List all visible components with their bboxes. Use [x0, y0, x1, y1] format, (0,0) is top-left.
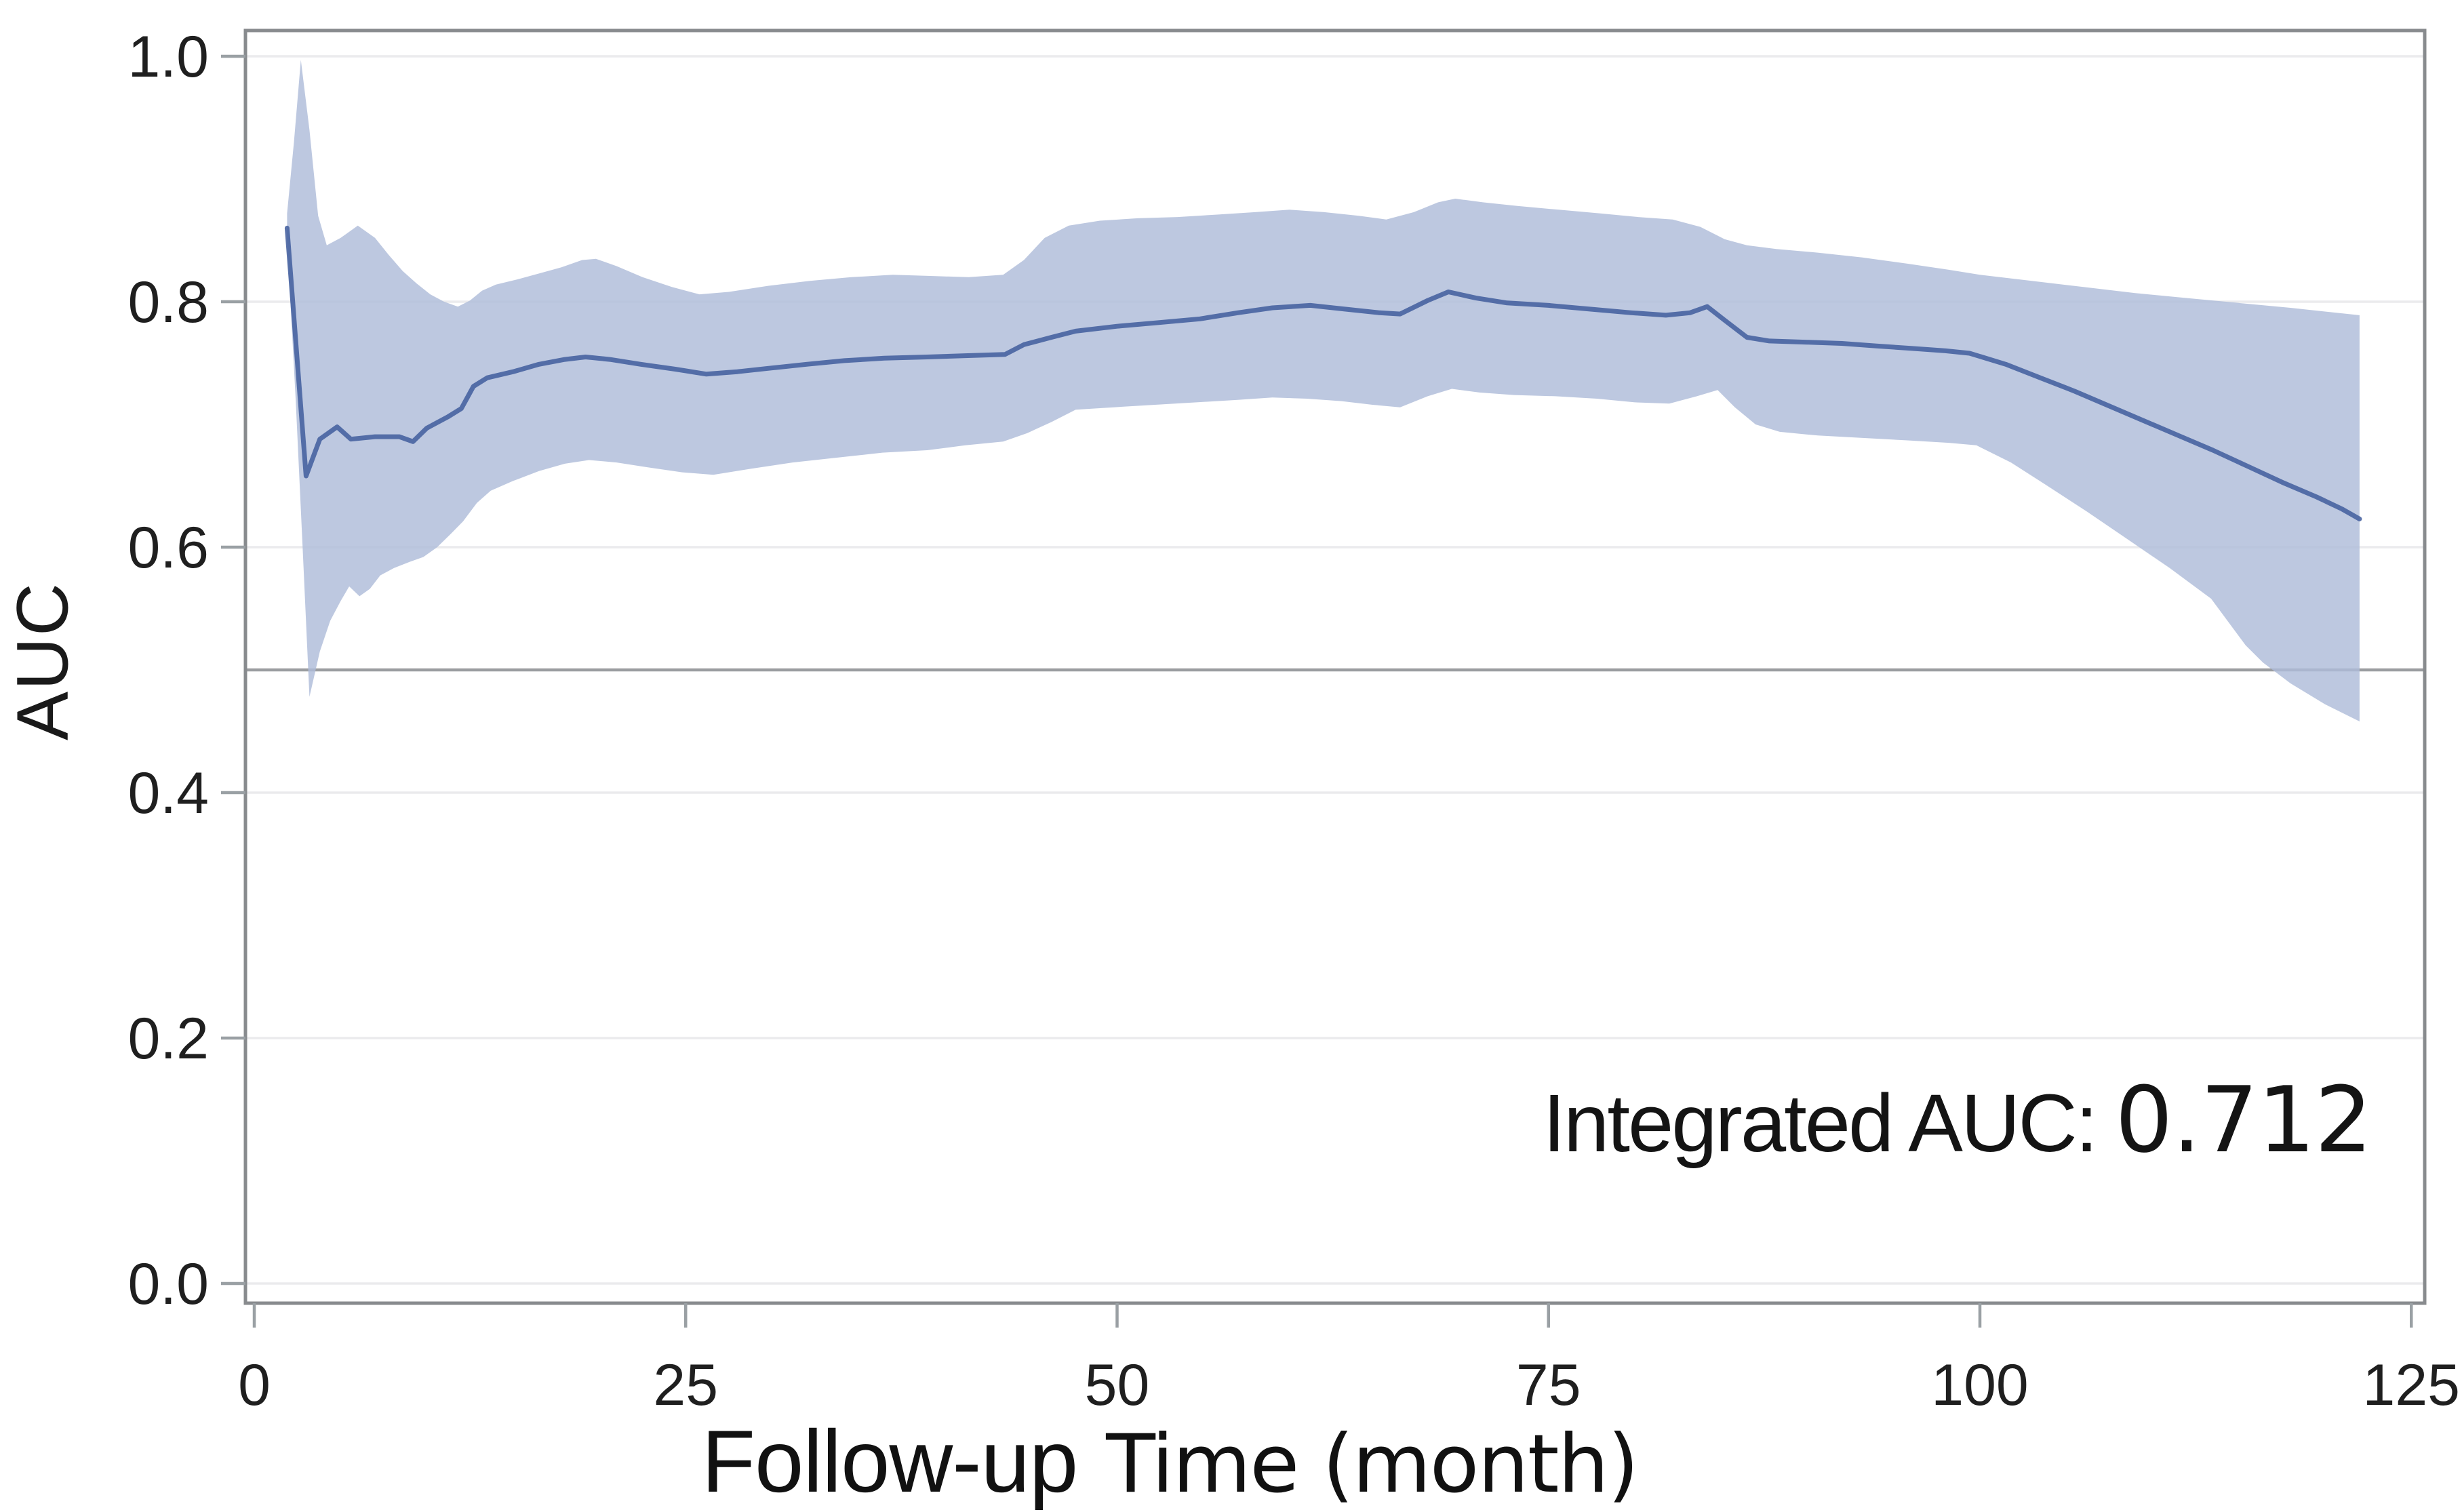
y-tick-label-0.2: 0.2 [127, 1006, 209, 1071]
x-tick-label-75: 75 [1516, 1353, 1581, 1418]
x-axis-title-time-month: Time (month) [1106, 1418, 1639, 1511]
x-tick-label-125: 125 [2363, 1353, 2461, 1418]
y-tick-label-0.8: 0.8 [127, 270, 209, 335]
y-tick-label-0.4: 0.4 [127, 761, 209, 826]
x-tick-label-0: 0 [238, 1353, 271, 1418]
integrated-auc-value: 0.712 [2115, 1067, 2372, 1173]
x-axis-title: Follow-up Time (month) [701, 1410, 1640, 1512]
x-tick-label-25: 25 [653, 1353, 718, 1418]
x-tick-label-50: 50 [1085, 1353, 1150, 1418]
auc-line [284, 225, 2362, 521]
confidence-band [287, 60, 2360, 721]
y-tick-label-0.6: 0.6 [127, 515, 209, 580]
y-tick-label-0.0: 0.0 [127, 1252, 209, 1317]
plot-frame [243, 28, 2427, 1305]
y-tick-label-1.0: 1.0 [127, 24, 209, 89]
x-axis-title-followup: Follow-up [701, 1412, 1079, 1511]
integrated-auc-label: Integrated AUC: [1543, 1077, 2098, 1169]
x-tick-label-100: 100 [1931, 1353, 2029, 1418]
integrated-auc-annotation: Integrated AUC: 0.712 [1543, 1067, 2372, 1173]
y-axis-title: AUC [1, 581, 83, 741]
